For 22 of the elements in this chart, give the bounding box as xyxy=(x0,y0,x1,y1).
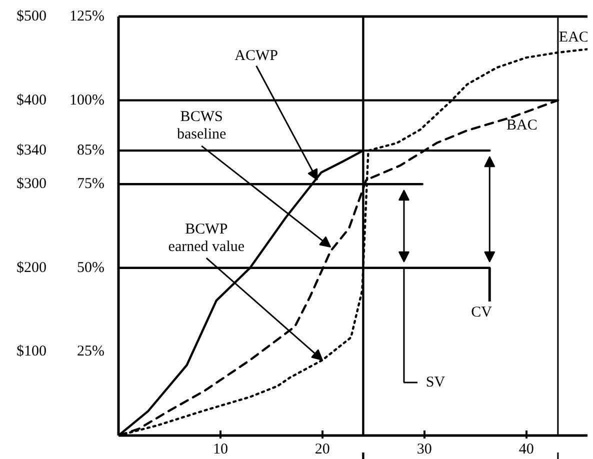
y-tick-label: $400 xyxy=(16,92,46,108)
annotation: BCWS baseline xyxy=(176,109,226,143)
y-tick-label: $100 xyxy=(16,344,46,360)
y2-tick-label: 75% xyxy=(77,176,105,192)
y2-tick-label: 25% xyxy=(77,344,105,360)
y2-tick-label: 50% xyxy=(77,260,105,276)
y2-tick-label: 125% xyxy=(70,8,105,24)
y-tick-label: $200 xyxy=(16,260,46,276)
annotation: BCWP earned value xyxy=(168,221,245,255)
annotation: SV xyxy=(426,374,446,390)
annotation: CV xyxy=(471,304,492,320)
x-tick-label: 10 xyxy=(212,442,228,458)
y2-tick-label: 85% xyxy=(77,142,105,159)
y-tick-label: $300 xyxy=(16,176,46,192)
annotation: BAC xyxy=(506,117,538,134)
annotation: ACWP xyxy=(234,48,278,64)
x-tick-label: 40 xyxy=(518,442,534,458)
x-tick-label: 20 xyxy=(314,442,330,458)
x-tick-label: 30 xyxy=(416,442,432,458)
y-tick-label: $340 xyxy=(16,142,46,159)
y2-tick-label: 100% xyxy=(70,92,105,108)
y-tick-label: $500 xyxy=(16,8,46,24)
